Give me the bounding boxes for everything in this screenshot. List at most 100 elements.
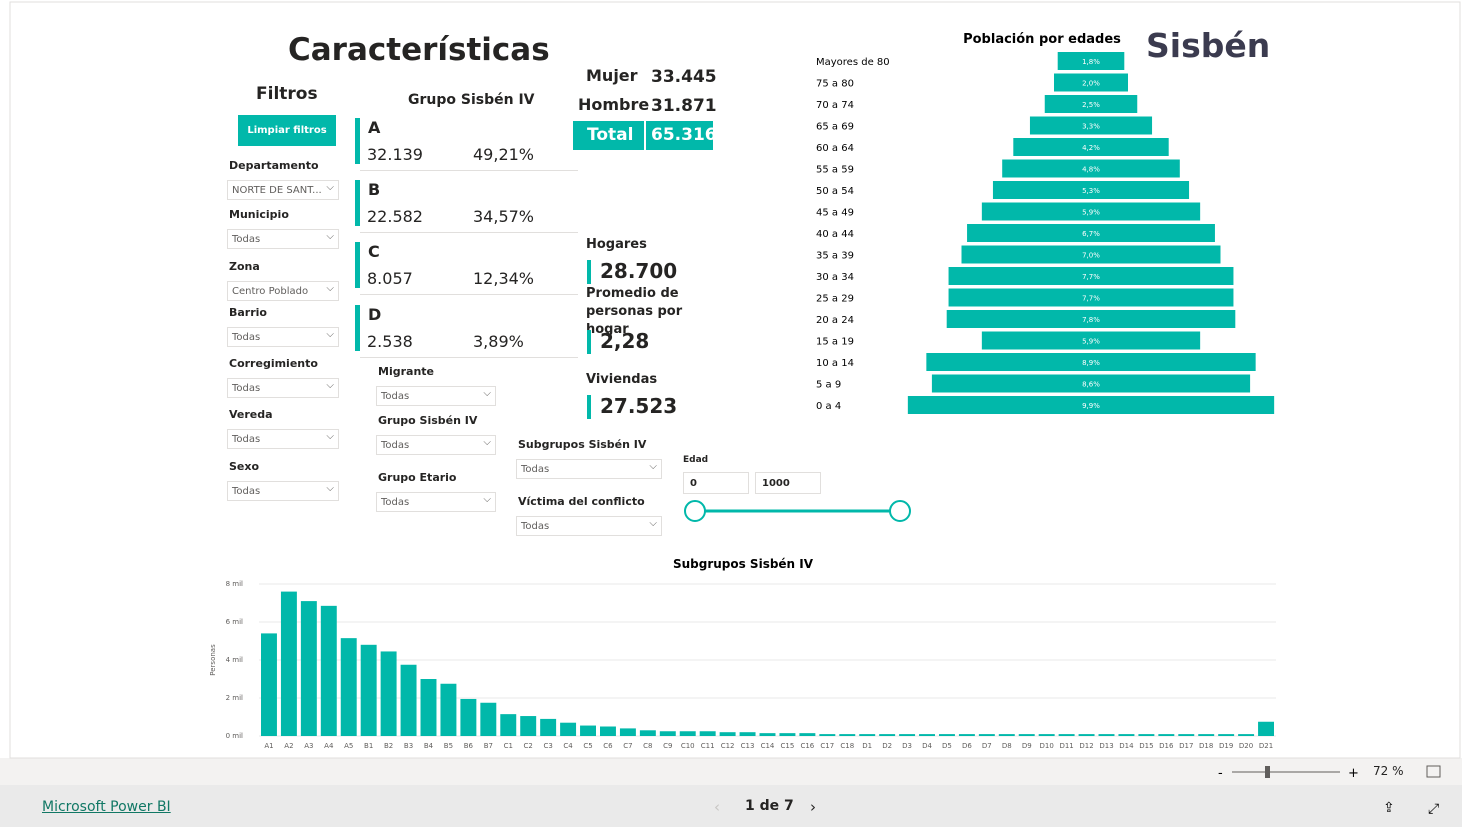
data-label: 7,0% [1082, 252, 1100, 260]
zoom-in[interactable]: + [1348, 766, 1359, 781]
bar [1138, 734, 1155, 736]
bar [759, 733, 776, 736]
bar [280, 591, 297, 736]
y-tick-label: 6 mil [226, 618, 243, 626]
zoom-thumb[interactable] [1265, 766, 1270, 778]
bar [440, 683, 457, 736]
page-indicator: 1 de 7 [745, 798, 794, 814]
x-tick-label: D1 [862, 742, 872, 750]
bar [907, 396, 1275, 414]
slicer-dropdown[interactable]: Todas [516, 514, 662, 536]
y-tick-label: 2 mil [226, 694, 243, 702]
fullscreen[interactable]: ⤢ [1428, 801, 1439, 817]
x-tick-label: B7 [484, 742, 493, 750]
bar [1198, 734, 1215, 736]
filter-dropdown[interactable]: Todas [227, 227, 339, 249]
x-tick-label: C9 [663, 742, 672, 750]
filter-label: Corregimiento [229, 357, 318, 370]
x-tick-label: B5 [444, 742, 453, 750]
brand-link[interactable]: Microsoft Power BI [42, 799, 171, 815]
bar [619, 728, 636, 736]
group-pct: 12,34% [473, 269, 535, 288]
filter-dropdown[interactable]: NORTE DE SANT... [227, 178, 339, 200]
x-tick-label: C14 [761, 742, 775, 750]
age-max[interactable]: 1000 [755, 472, 821, 494]
x-tick-label: C1 [504, 742, 513, 750]
total-sep [644, 121, 646, 150]
age-slider-min[interactable] [684, 500, 706, 522]
share[interactable]: ⇪ [1383, 800, 1395, 816]
y-tick-label: 4 mil [226, 656, 243, 664]
bar [948, 267, 1234, 285]
slicer-dropdown[interactable]: Todas [516, 457, 662, 479]
x-tick-label: C8 [643, 742, 652, 750]
bar [839, 734, 856, 736]
prev-page[interactable]: ‹ [714, 798, 720, 816]
filter-dropdown[interactable]: Todas [227, 376, 339, 398]
bar [1078, 734, 1095, 736]
group-count: 2.538 [367, 332, 413, 351]
data-label: 4,8% [1082, 166, 1100, 174]
x-tick-label: A1 [264, 742, 273, 750]
bar [300, 601, 317, 736]
bar [540, 718, 557, 736]
bar [1118, 734, 1135, 736]
slicer-label: Subgrupos Sisbén IV [518, 438, 647, 451]
clear-filters[interactable]: Limpiar filtros [238, 115, 336, 146]
bar [699, 731, 716, 736]
group-count: 8.057 [367, 269, 413, 288]
category-label: 70 a 74 [816, 100, 854, 111]
age-min[interactable]: 0 [683, 472, 749, 494]
bar [899, 734, 916, 736]
mujer-label: Mujer [586, 66, 638, 85]
filter-label: Zona [229, 260, 260, 273]
bar [978, 734, 995, 736]
title: Características [288, 32, 550, 68]
group-divider [360, 170, 578, 171]
x-tick-label: D9 [1022, 742, 1032, 750]
slicer-dropdown[interactable]: Todas [376, 384, 496, 406]
category-label: 45 a 49 [816, 208, 854, 219]
group-divider [360, 357, 578, 358]
data-label: 5,9% [1082, 338, 1100, 346]
fit-page[interactable] [1426, 765, 1441, 778]
logo: Sisbén [1146, 26, 1271, 65]
bar [981, 202, 1201, 221]
bar [639, 730, 656, 736]
x-tick-label: D18 [1199, 742, 1213, 750]
bar [958, 734, 975, 736]
y-tick-label: 8 mil [226, 580, 243, 588]
y-tick-label: 0 mil [226, 732, 243, 740]
filter-label: Barrio [229, 306, 267, 319]
zoom-out[interactable]: - [1218, 766, 1223, 781]
filter-dropdown[interactable]: Todas [227, 427, 339, 449]
filter-dropdown[interactable]: Todas [227, 325, 339, 347]
group-letter: A [368, 118, 381, 137]
bar [659, 731, 676, 736]
bar [926, 353, 1256, 371]
next-page[interactable]: › [810, 798, 816, 816]
category-label: 25 a 29 [816, 294, 854, 305]
bar [320, 605, 337, 736]
filter-dropdown[interactable]: Centro Poblado [227, 279, 339, 301]
bar [939, 734, 955, 736]
slicer-dropdown[interactable]: Todas [376, 490, 496, 512]
x-tick-label: B6 [464, 742, 474, 750]
x-tick-label: C2 [524, 742, 533, 750]
data-label: 4,2% [1082, 144, 1100, 152]
age-slider-max[interactable] [889, 500, 911, 522]
x-tick-label: D13 [1099, 742, 1113, 750]
x-tick-label: D7 [982, 742, 992, 750]
slicer-dropdown[interactable]: Todas [376, 433, 496, 455]
x-tick-label: B3 [404, 742, 413, 750]
filter-dropdown[interactable]: Todas [227, 479, 339, 501]
group-letter: D [368, 305, 382, 324]
group-accent [355, 305, 360, 351]
x-tick-label: C16 [800, 742, 814, 750]
data-label: 6,7% [1082, 230, 1100, 238]
data-label: 8,6% [1082, 381, 1100, 389]
x-tick-label: C7 [623, 742, 632, 750]
kpi-value: 27.523 [600, 394, 678, 418]
bar [500, 714, 517, 736]
bar [460, 698, 477, 736]
